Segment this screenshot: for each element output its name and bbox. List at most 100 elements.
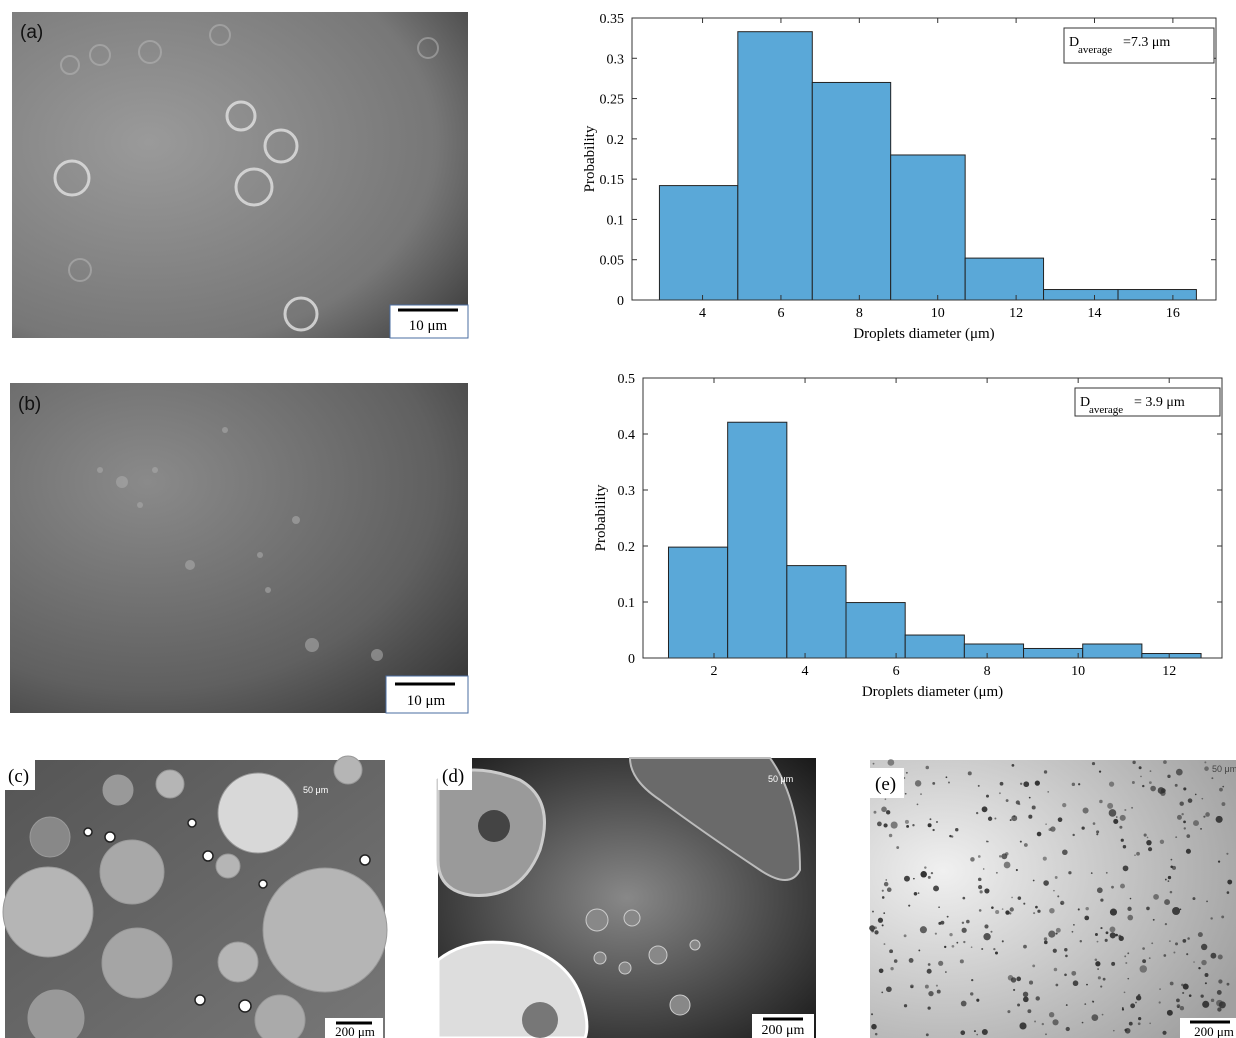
- x-axis-label: Droplets diameter (μm): [862, 684, 1003, 700]
- droplet: [881, 807, 887, 813]
- panel-label: (c): [8, 766, 29, 787]
- droplet: [1142, 947, 1145, 950]
- droplet: [1036, 996, 1040, 1000]
- droplet: [1023, 945, 1027, 949]
- droplet: [1017, 1004, 1020, 1007]
- droplet: [875, 1033, 878, 1036]
- droplet: [1180, 1006, 1184, 1010]
- droplet: [925, 985, 929, 989]
- droplet: [1072, 783, 1075, 786]
- x-tick-label: 8: [856, 306, 863, 321]
- droplet: [873, 763, 875, 765]
- droplet: [1186, 953, 1188, 955]
- droplet: [978, 878, 982, 882]
- droplet: [1083, 807, 1089, 813]
- droplet: [1201, 944, 1207, 950]
- droplet: [879, 968, 884, 973]
- droplet: [915, 780, 921, 786]
- droplet: [1032, 964, 1035, 967]
- droplet: [996, 872, 998, 874]
- droplet: [1100, 985, 1102, 987]
- droplet: [981, 948, 983, 950]
- droplet: [1106, 931, 1109, 934]
- x-tick-label: 10: [1071, 664, 1085, 679]
- y-tick-label: 0: [617, 294, 624, 309]
- droplet: [928, 876, 931, 879]
- droplet: [1113, 819, 1118, 824]
- droplet: [1023, 903, 1025, 905]
- micrograph-d: (d) 50 μm 200 μm: [438, 758, 816, 1038]
- droplet: [966, 920, 970, 924]
- inset-scale: 50 μm: [303, 785, 328, 795]
- droplet: [1093, 1001, 1095, 1003]
- droplet: [869, 925, 875, 931]
- droplet: [1163, 954, 1166, 957]
- droplet: [1072, 834, 1074, 836]
- droplet: [1193, 820, 1199, 826]
- droplet: [881, 991, 883, 993]
- droplet: [1110, 909, 1117, 916]
- droplet: [1009, 912, 1011, 914]
- droplet: [983, 933, 990, 940]
- droplet: [982, 806, 988, 812]
- droplet: [1096, 833, 1098, 835]
- droplet: [1097, 887, 1103, 893]
- x-tick-label: 10: [931, 306, 945, 321]
- droplet: [1176, 999, 1180, 1003]
- droplet: [932, 829, 934, 831]
- y-tick-label: 0.5: [618, 372, 636, 387]
- droplet: [1175, 942, 1178, 945]
- droplet: [1010, 907, 1014, 911]
- droplet: [1134, 854, 1136, 856]
- droplet: [1149, 957, 1151, 959]
- droplet: [1167, 775, 1170, 778]
- droplet: [1170, 891, 1173, 894]
- droplet: [980, 890, 983, 893]
- droplet: [948, 782, 950, 784]
- droplet: [1006, 799, 1009, 802]
- droplet: [1216, 816, 1223, 823]
- droplet: [1124, 991, 1126, 993]
- droplet: [912, 824, 914, 826]
- bar: [1024, 648, 1083, 658]
- droplet: [1131, 807, 1133, 809]
- droplet: [1124, 1029, 1127, 1032]
- droplet: [1084, 1003, 1086, 1005]
- droplet: [947, 916, 949, 918]
- x-tick-label: 6: [893, 664, 900, 679]
- droplet: [1062, 803, 1066, 807]
- droplet: [1138, 994, 1140, 996]
- droplet: [936, 985, 938, 987]
- droplet: [1221, 915, 1224, 918]
- droplet: [1100, 898, 1103, 901]
- droplet: [968, 771, 972, 775]
- droplet: [928, 963, 931, 966]
- droplet: [1183, 820, 1186, 823]
- droplet: [1016, 869, 1018, 871]
- droplet: [1048, 828, 1051, 831]
- droplet: [978, 785, 980, 787]
- droplet: [946, 776, 948, 778]
- droplet: [874, 811, 877, 814]
- droplet: [871, 1024, 877, 1030]
- droplet: [1132, 761, 1135, 764]
- droplet: [1034, 1021, 1036, 1023]
- droplet: [908, 905, 910, 907]
- droplet: [1226, 853, 1228, 855]
- droplet: [1177, 1006, 1179, 1008]
- bar: [659, 186, 737, 300]
- droplet: [970, 857, 975, 862]
- droplet: [1068, 871, 1071, 874]
- droplet: [1058, 817, 1063, 822]
- droplet: [1091, 872, 1093, 874]
- droplet: [1211, 999, 1214, 1002]
- droplet: [1012, 764, 1015, 767]
- droplet: [1106, 872, 1108, 874]
- bar: [728, 422, 787, 658]
- droplet: [1120, 884, 1125, 889]
- droplet: [884, 943, 886, 945]
- droplet: [1173, 952, 1175, 954]
- droplet: [890, 967, 893, 970]
- inset-scale: 50 μm: [1212, 764, 1236, 774]
- droplet: [960, 1030, 965, 1035]
